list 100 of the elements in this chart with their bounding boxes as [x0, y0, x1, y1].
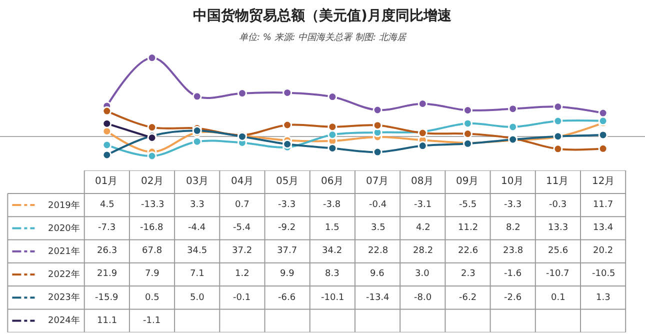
- x-tick-label: 07月: [366, 176, 389, 187]
- data-label: 2.3: [461, 269, 476, 279]
- data-label: -3.3: [278, 200, 296, 210]
- point: [192, 136, 202, 146]
- point: [553, 116, 563, 126]
- data-label: -3.1: [414, 200, 432, 210]
- data-label: 0.7: [235, 200, 250, 210]
- data-label: 26.3: [97, 246, 118, 256]
- x-tick-label: 12月: [592, 176, 615, 187]
- data-label: -13.3: [141, 200, 164, 210]
- point: [102, 106, 112, 116]
- point: [598, 130, 608, 140]
- legend-label: 2023年: [48, 292, 80, 303]
- point: [372, 120, 382, 130]
- data-label: -6.2: [459, 293, 477, 303]
- x-tick-label: 01月: [95, 176, 118, 187]
- chart-subtitle: 单位: % 来源: 中国海关总署 制图: 北海居: [239, 32, 407, 43]
- data-label: 11.7: [593, 200, 614, 210]
- point: [598, 108, 608, 118]
- data-label: -1.1: [143, 316, 161, 326]
- data-label: -6.6: [278, 293, 296, 303]
- data-label: -13.4: [366, 293, 390, 303]
- point: [598, 144, 608, 154]
- data-label: -9.2: [278, 223, 296, 233]
- x-tick-label: 08月: [411, 176, 434, 187]
- data-label: -10.1: [321, 293, 344, 303]
- data-label: 25.6: [548, 246, 568, 256]
- data-label: 7.1: [190, 269, 204, 279]
- point: [508, 104, 518, 114]
- legend-label: 2021年: [48, 246, 80, 257]
- chart-title: 中国货物贸易总额（美元值)月度同比增速: [193, 7, 452, 24]
- point: [102, 150, 112, 160]
- point: [282, 139, 292, 149]
- data-label: 11.2: [458, 223, 478, 233]
- data-label: 8.3: [325, 269, 340, 279]
- data-label: 20.2: [593, 246, 614, 256]
- point: [328, 122, 338, 132]
- x-tick-label: 09月: [456, 176, 479, 187]
- point: [102, 140, 112, 150]
- point: [328, 143, 338, 153]
- point: [372, 105, 382, 115]
- data-label: -7.3: [98, 223, 116, 233]
- data-label: -1.6: [504, 269, 522, 279]
- data-label: -0.1: [233, 293, 251, 303]
- data-label: -16.8: [140, 223, 164, 233]
- legend-label: 2022年: [48, 269, 80, 280]
- data-label: 0.5: [145, 293, 160, 303]
- data-label: 9.6: [370, 269, 385, 279]
- data-label: 23.8: [503, 246, 524, 256]
- x-tick-label: 02月: [141, 176, 164, 187]
- point: [282, 120, 292, 130]
- data-label: 3.5: [371, 223, 386, 233]
- data-label: 3.3: [190, 200, 204, 210]
- data-label: 11.1: [97, 316, 118, 326]
- x-tick-label: 03月: [186, 176, 209, 187]
- data-label: -5.4: [233, 223, 251, 233]
- data-label: -10.5: [592, 269, 616, 279]
- data-label: 5.0: [190, 293, 205, 303]
- data-label: 13.4: [593, 223, 614, 233]
- x-tick-label: 05月: [276, 176, 299, 187]
- data-label: -4.4: [188, 223, 206, 233]
- data-label: 4.2: [416, 223, 430, 233]
- data-label: -15.9: [95, 293, 119, 303]
- data-label: -0.4: [369, 200, 387, 210]
- point: [462, 118, 472, 128]
- point: [508, 122, 518, 132]
- data-label: -3.8: [323, 200, 341, 210]
- point: [147, 151, 157, 161]
- data-label: 22.6: [458, 246, 478, 256]
- data-label: 3.0: [415, 269, 430, 279]
- data-label: 37.7: [277, 246, 298, 256]
- data-label: -3.3: [504, 200, 522, 210]
- legend-label: 2024年: [48, 315, 80, 326]
- point: [102, 118, 112, 128]
- x-tick-label: 11月: [546, 176, 569, 187]
- x-tick-label: 04月: [231, 176, 254, 187]
- data-label: 67.8: [142, 246, 162, 256]
- point: [372, 147, 382, 157]
- point: [418, 99, 428, 108]
- data-label: 34.5: [187, 246, 208, 256]
- data-label: 22.8: [368, 246, 388, 256]
- x-tick-label: 10月: [501, 176, 524, 187]
- data-label: 37.2: [232, 246, 252, 256]
- data-label: 34.2: [322, 246, 342, 256]
- data-label: 28.2: [413, 246, 434, 256]
- x-tick-label: 06月: [321, 176, 344, 187]
- point: [192, 92, 202, 102]
- data-label: 0.1: [551, 293, 566, 303]
- legend-label: 2019年: [48, 200, 80, 211]
- legend-label: 2020年: [48, 223, 80, 234]
- data-label: -8.0: [414, 293, 432, 303]
- data-label: -2.6: [504, 293, 522, 303]
- data-label: 13.3: [548, 223, 568, 233]
- data-label: 1.2: [235, 269, 250, 279]
- data-label: 1.3: [596, 293, 610, 303]
- data-label: 7.9: [145, 269, 160, 279]
- data-label: 1.5: [325, 223, 340, 233]
- data-label: -0.3: [549, 200, 567, 210]
- point: [102, 126, 112, 136]
- data-label: 4.5: [100, 200, 114, 210]
